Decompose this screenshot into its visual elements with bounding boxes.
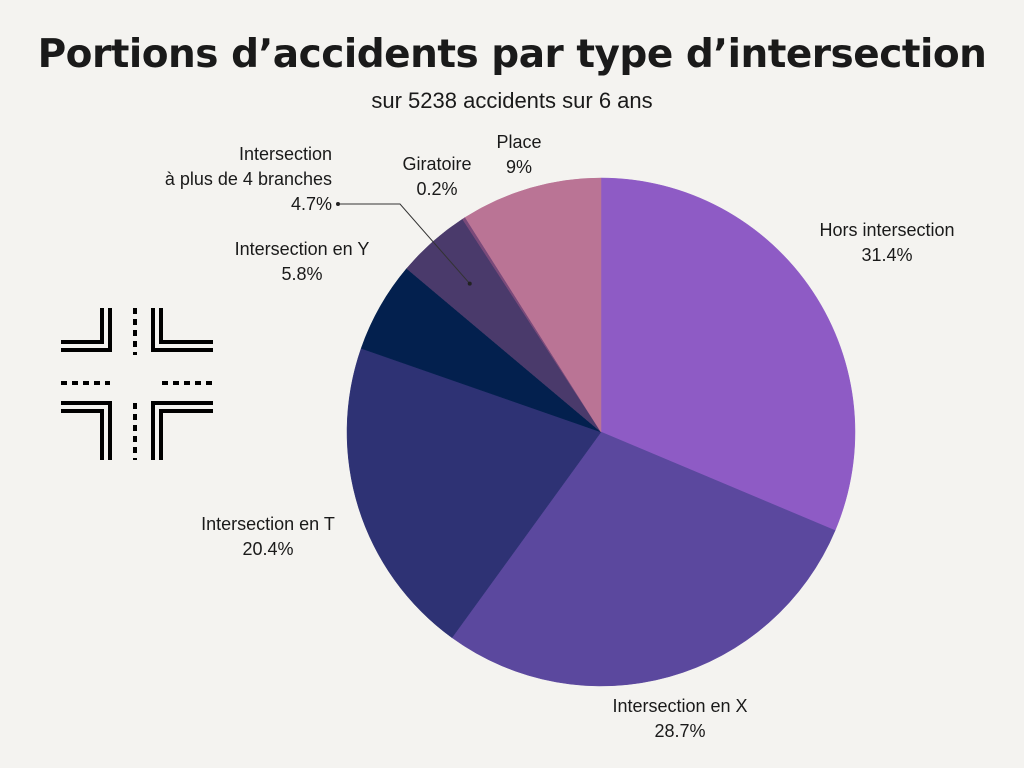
pie-slice-hors-intersection — [600, 177, 856, 531]
slice-value-label: 20.4% — [242, 539, 293, 559]
slice-label: Intersection en T 20.4% — [201, 514, 335, 559]
pie-slice-place — [464, 177, 602, 433]
slice-name-label: Hors intersection — [819, 220, 954, 240]
slice-name-label: à plus de 4 branches — [165, 169, 332, 189]
slice-name-label: Intersection — [239, 144, 332, 164]
intersection-icon — [61, 308, 213, 460]
slice-name-label: Intersection en T — [201, 514, 335, 534]
slice-label: Intersection à plus de 4 branches 4.7% — [165, 144, 332, 214]
slice-name-label: Intersection en X — [612, 696, 747, 716]
pie-slice-intersection-en-x — [451, 431, 836, 687]
chart-title: Portions d’accidents par type d’intersec… — [37, 32, 987, 77]
slice-name-label: Place — [496, 132, 541, 152]
slice-value-label: 4.7% — [291, 194, 332, 214]
leader-line — [338, 203, 471, 284]
slice-value-label: 0.2% — [416, 179, 457, 199]
leader-dot — [336, 202, 340, 206]
slice-label: Place 9% — [496, 132, 541, 177]
leader-dot — [467, 281, 472, 286]
slice-value-label: 28.7% — [654, 721, 705, 741]
slice-label: Intersection en Y 5.8% — [235, 239, 370, 284]
slice-value-label: 9% — [506, 157, 532, 177]
slice-label: Hors intersection 31.4% — [819, 220, 954, 265]
slice-name-label: Giratoire — [402, 154, 471, 174]
slice-label: Giratoire 0.2% — [402, 154, 471, 199]
pie-slice-intersection-en-t — [346, 348, 602, 639]
slice-name-label: Intersection en Y — [235, 239, 370, 259]
chart-subtitle: sur 5238 accidents sur 6 ans — [371, 88, 653, 113]
slice-value-label: 31.4% — [861, 245, 912, 265]
slice-value-label: 5.8% — [281, 264, 322, 284]
slice-label: Intersection en X 28.7% — [612, 696, 747, 741]
